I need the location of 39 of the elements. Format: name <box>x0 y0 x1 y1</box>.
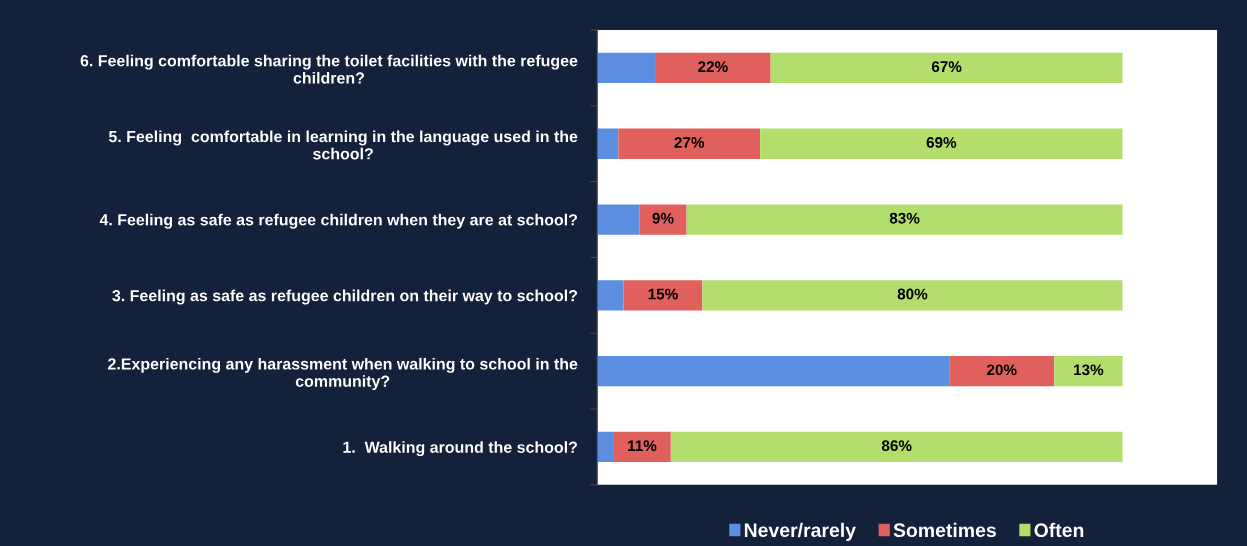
y-tick-label: 4. Feeling as safe as refugee children when they are at school? <box>99 213 577 229</box>
bar <box>597 128 619 159</box>
bar <box>597 52 656 84</box>
data-label: 22% <box>698 61 728 72</box>
y-tick-label: 5. Feeling comfortable in learning in the language used in the school? <box>108 130 578 160</box>
data-label: 86% <box>881 440 912 452</box>
bar <box>623 280 703 311</box>
data-label: 69% <box>926 137 957 148</box>
data-label: 80% <box>897 288 928 300</box>
bar <box>1054 355 1123 387</box>
bar <box>770 52 1123 84</box>
bar <box>613 431 671 463</box>
data-label: 13% <box>1074 364 1104 376</box>
bar <box>670 431 1123 463</box>
bar <box>949 355 1055 387</box>
bar <box>655 52 771 84</box>
bar <box>597 280 624 311</box>
data-label: 67% <box>931 61 962 73</box>
y-tick-label: 3. Feeling as safe as refugee children on their way to school? <box>112 289 577 305</box>
bar <box>639 204 687 235</box>
bar <box>686 204 1123 235</box>
bar <box>702 280 1123 311</box>
bar <box>597 355 950 387</box>
y-tick-label: 1. Walking around the school? <box>343 441 577 457</box>
data-label: 11% <box>628 440 657 452</box>
legend-label: Sometimes <box>893 522 996 538</box>
legend-label: Often <box>1034 522 1084 538</box>
data-label: 83% <box>889 212 920 224</box>
bar <box>597 431 614 463</box>
data-label: 27% <box>674 137 705 148</box>
y-tick-label: 6. Feeling comfortable sharing the toilet facilities with the refugee children? <box>80 54 578 84</box>
bar <box>597 204 640 235</box>
data-label: 15% <box>648 288 678 300</box>
legend-label: Never/rarely <box>744 522 856 541</box>
data-label: 9% <box>652 212 674 224</box>
data-label: 20% <box>986 364 1017 376</box>
bar <box>618 128 761 159</box>
bar <box>760 128 1123 159</box>
y-tick-label: 2.Experiencing any harassment when walking to school in the community? <box>108 357 578 391</box>
